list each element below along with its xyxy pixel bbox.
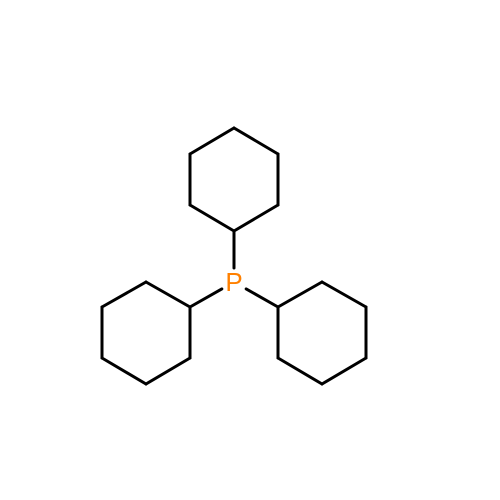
bond	[102, 282, 146, 307]
atom-label-P: P	[225, 267, 242, 297]
bond	[190, 289, 222, 307]
bond	[278, 358, 322, 384]
bond	[190, 205, 234, 231]
bond	[246, 289, 278, 307]
bond	[322, 358, 366, 384]
bond	[234, 205, 278, 231]
bond	[102, 358, 146, 384]
bond	[146, 358, 190, 384]
bond	[234, 128, 278, 154]
bond	[146, 282, 190, 307]
bond	[190, 128, 234, 154]
bond	[322, 282, 366, 307]
bond	[278, 282, 322, 307]
molecule-canvas: P	[0, 0, 500, 500]
